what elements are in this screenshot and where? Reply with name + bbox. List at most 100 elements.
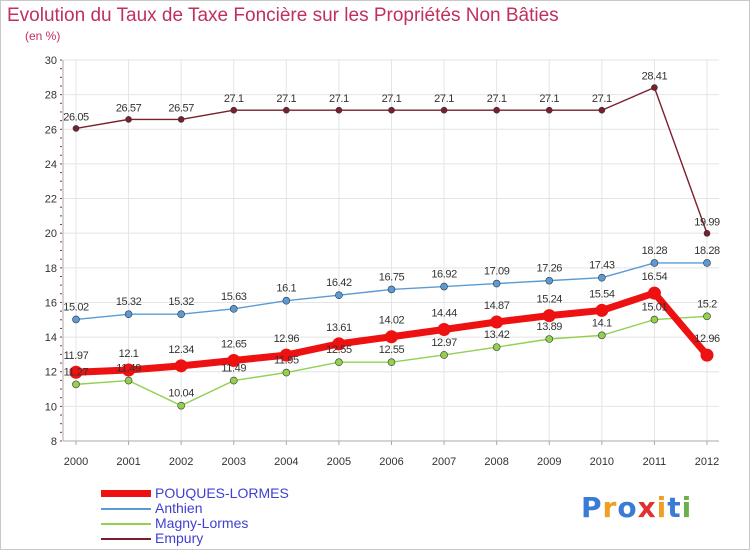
axes: 8 10 12 14 16 18 20 22 24 26 28 30 2000 2001 2002 2003 2… xyxy=(45,55,719,468)
data-label-magny-lormes: 15.2 xyxy=(697,298,717,310)
x-tick-label: 2002 xyxy=(169,456,193,468)
data-point-empury xyxy=(72,125,80,132)
data-label-pouques-lormes: 12.96 xyxy=(274,333,300,345)
data-point-anthien xyxy=(598,273,606,282)
brand-letter: t xyxy=(667,491,682,524)
y-minor-tick xyxy=(60,336,62,338)
x-tick-label: 2003 xyxy=(222,456,246,468)
data-point-pouques-lormes xyxy=(490,315,504,329)
y-tick-label: 26 xyxy=(45,124,57,136)
data-point-anthien xyxy=(124,310,133,319)
y-minor-tick xyxy=(60,440,62,442)
data-point-anthien xyxy=(703,259,711,267)
data-point-magny-lormes xyxy=(335,358,343,367)
data-point-pouques-lormes xyxy=(595,303,609,317)
data-label-pouques-lormes: 14.87 xyxy=(484,300,510,312)
y-minor-tick xyxy=(60,76,62,78)
data-label-magny-lormes: 11.95 xyxy=(274,355,299,367)
data-label-magny-lormes: 12.55 xyxy=(326,344,352,356)
data-label-empury: 27.1 xyxy=(382,93,402,105)
y-tick-label: 28 xyxy=(45,90,57,102)
y-minor-tick xyxy=(60,345,62,347)
data-point-empury xyxy=(493,106,500,114)
legend-label-anthien: Anthien xyxy=(155,500,203,516)
y-minor-tick xyxy=(60,258,62,260)
y-minor-tick xyxy=(60,180,62,182)
data-label-anthien: 16.1 xyxy=(276,283,296,295)
y-minor-tick xyxy=(60,68,62,70)
y-minor-tick xyxy=(60,215,62,217)
data-point-empury xyxy=(125,116,132,123)
y-minor-tick xyxy=(60,284,62,286)
y-minor-tick xyxy=(60,128,62,130)
y-tick-label: 8 xyxy=(51,436,57,448)
legend-swatch-empury xyxy=(101,538,151,540)
grid xyxy=(63,59,719,442)
legend-swatch-pouques-lormes xyxy=(101,490,151,497)
data-point-magny-lormes xyxy=(229,376,238,385)
data-point-empury xyxy=(651,84,658,91)
y-tick-label: 20 xyxy=(45,228,57,240)
data-label-anthien: 15.63 xyxy=(221,291,247,303)
data-point-anthien xyxy=(650,259,659,267)
data-point-magny-lormes xyxy=(650,315,659,324)
data-point-magny-lormes xyxy=(492,343,501,351)
data-label-empury: 27.1 xyxy=(224,93,244,105)
data-label-empury: 26.57 xyxy=(116,102,142,114)
data-point-anthien xyxy=(282,296,291,305)
data-point-magny-lormes xyxy=(545,335,554,343)
x-tick-label: 2009 xyxy=(537,456,561,468)
data-label-anthien: 15.02 xyxy=(63,301,89,313)
brand-letter: i xyxy=(656,491,668,524)
y-minor-tick xyxy=(60,111,62,113)
x-tick-label: 2010 xyxy=(590,456,614,468)
y-tick-label: 30 xyxy=(45,55,57,67)
y-minor-tick xyxy=(60,102,62,104)
data-point-anthien xyxy=(387,285,396,294)
y-minor-tick xyxy=(60,301,62,303)
x-tick-label: 2001 xyxy=(116,456,140,468)
data-label-pouques-lormes: 12.1 xyxy=(119,348,139,360)
data-point-anthien xyxy=(229,305,238,313)
data-point-empury xyxy=(230,106,238,114)
legend-swatch-anthien xyxy=(101,508,151,510)
data-point-anthien xyxy=(72,315,80,324)
data-label-pouques-lormes: 11.97 xyxy=(64,350,89,362)
data-point-pouques-lormes xyxy=(122,363,136,377)
legend-label-magny-lormes: Magny-Lormes xyxy=(155,515,249,531)
data-point-empury xyxy=(335,106,343,114)
brand-letter: o xyxy=(617,491,638,524)
x-tick-label: 2007 xyxy=(432,456,456,468)
chart-title: Evolution du Taux de Taxe Foncière sur l… xyxy=(7,5,559,26)
y-minor-tick xyxy=(60,146,62,148)
data-label-magny-lormes: 13.89 xyxy=(536,321,562,333)
y-minor-tick xyxy=(60,397,62,399)
data-point-anthien xyxy=(545,276,554,285)
data-label-pouques-lormes: 16.54 xyxy=(642,271,668,283)
x-tick-label: 2011 xyxy=(643,456,667,468)
brand-letter: P xyxy=(581,491,603,524)
y-tick-label: 14 xyxy=(45,332,57,344)
y-minor-tick xyxy=(60,327,62,329)
y-minor-tick xyxy=(60,405,62,407)
y-minor-tick xyxy=(60,198,62,200)
data-point-magny-lormes xyxy=(282,368,291,377)
data-label-empury: 27.1 xyxy=(487,93,507,105)
brand-letter: x xyxy=(637,491,657,524)
data-point-pouques-lormes xyxy=(647,286,661,300)
data-label-pouques-lormes: 12.65 xyxy=(221,338,247,350)
y-minor-tick xyxy=(60,241,62,243)
y-minor-tick xyxy=(60,250,62,251)
data-label-magny-lormes: 14.1 xyxy=(592,317,612,329)
legend-swatch-magny-lormes xyxy=(101,523,151,525)
data-label-empury: 27.1 xyxy=(329,93,349,105)
data-labels: 26.05 26.57 26.57 27.1 27.1 27.1 27.1 27.1 27.1 2… xyxy=(63,71,720,400)
y-minor-tick xyxy=(60,431,62,433)
data-point-anthien xyxy=(440,282,448,291)
data-point-empury xyxy=(545,106,553,114)
data-point-anthien xyxy=(177,310,185,319)
brand-logo: Proxiti xyxy=(581,491,692,524)
data-point-empury xyxy=(440,106,448,114)
